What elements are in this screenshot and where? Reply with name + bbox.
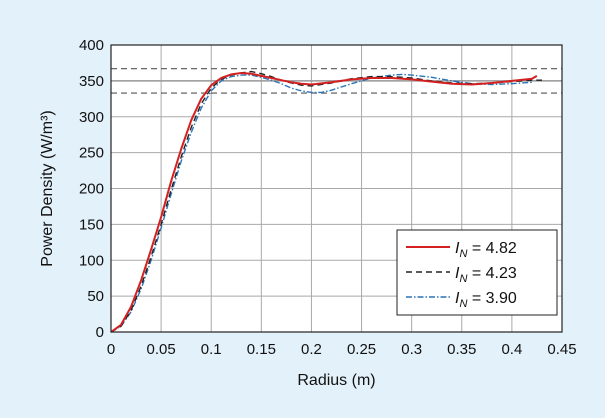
x-tick-label: 0.35: [447, 341, 476, 358]
y-axis-label: Power Density (W/m³): [39, 110, 56, 266]
y-tick-labels: 0 50 100 150 200 250 300 350 400: [79, 37, 104, 341]
series-line: [110, 73, 532, 333]
x-tick-label: 0.4: [501, 341, 522, 358]
legend-label: IN = 3.90: [455, 290, 517, 310]
y-tick-label: 400: [79, 37, 104, 54]
x-tick-label: 0.3: [401, 341, 422, 358]
y-tick-label: 0: [96, 324, 104, 341]
x-tick-label: 0.05: [147, 341, 176, 358]
legend-label: IN = 4.23: [455, 265, 517, 285]
y-tick-label: 150: [79, 216, 104, 233]
x-tick-label: 0: [107, 341, 115, 358]
x-tick-label: 0.45: [547, 341, 576, 358]
x-tick-label: 0.1: [201, 341, 222, 358]
y-tick-label: 50: [87, 288, 104, 305]
series-line: [110, 70, 542, 333]
y-tick-label: 350: [79, 73, 104, 90]
legend-box: [396, 229, 558, 316]
x-tick-label: 0.25: [347, 341, 376, 358]
legend-label: IN = 4.82: [455, 240, 517, 260]
x-tick-label: 0.15: [247, 341, 276, 358]
x-tick-labels: 0 0.05 0.1 0.15 0.2 0.25 0.3 0.35 0.4 0.45: [107, 341, 577, 358]
series-line: [110, 72, 538, 333]
y-tick-label: 250: [79, 145, 104, 162]
x-axis-label: Radius (m): [297, 372, 375, 389]
legend: IN = 4.82 IN = 4.23 IN = 3.90: [396, 229, 558, 316]
x-tick-label: 0.2: [301, 341, 322, 358]
plot-frame: [110, 44, 563, 333]
y-tick-label: 100: [79, 252, 104, 269]
series-group: [110, 70, 542, 333]
y-tick-label: 300: [79, 109, 104, 126]
y-tick-label: 200: [79, 181, 104, 198]
legend-item: IN = 3.90: [406, 290, 517, 310]
legend-item: IN = 4.82: [406, 240, 517, 260]
axes-frame: [110, 44, 563, 333]
legend-item: IN = 4.23: [406, 265, 517, 285]
